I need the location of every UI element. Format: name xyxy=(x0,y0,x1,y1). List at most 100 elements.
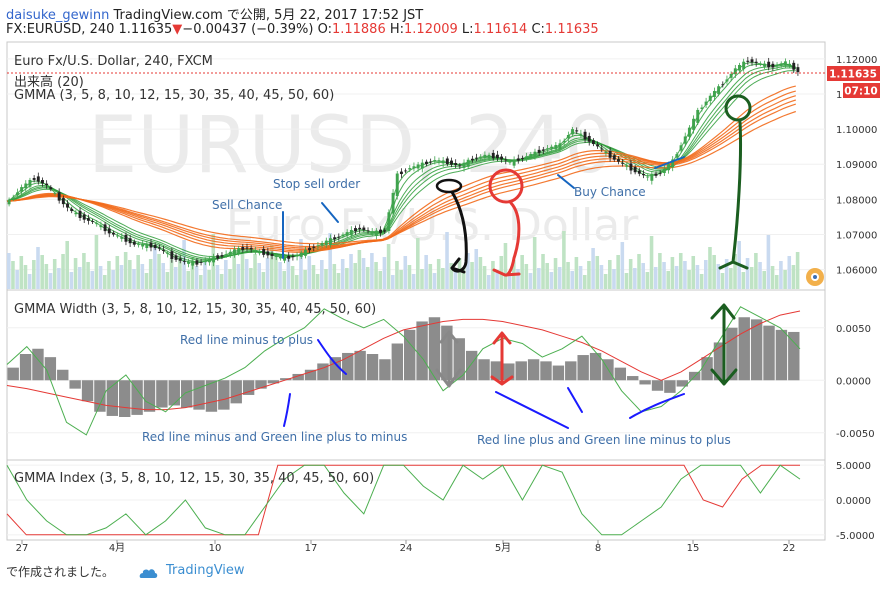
candle-body xyxy=(312,246,316,248)
candle-body xyxy=(11,197,15,199)
volume-bar xyxy=(749,267,754,289)
candle-body xyxy=(725,79,729,82)
candle-body xyxy=(399,171,403,175)
candle-body xyxy=(345,232,349,236)
candle-body xyxy=(199,262,203,263)
width-histogram-bar xyxy=(404,329,416,381)
symbol-label: FX:EURUSD, 240 xyxy=(6,22,115,37)
candle-body xyxy=(642,174,645,176)
volume-bar xyxy=(294,275,299,289)
width-histogram-bar xyxy=(441,325,453,381)
width-histogram-bar xyxy=(428,317,441,381)
volume-bar xyxy=(378,271,383,289)
last-price-badge-text: 1.11635 xyxy=(829,69,877,81)
candle-body xyxy=(600,148,604,150)
volume-bar xyxy=(82,253,86,289)
volume-bar xyxy=(107,261,111,289)
volume-bar xyxy=(123,252,128,289)
width-histogram-bar xyxy=(627,376,639,381)
width-histogram-bar xyxy=(255,380,267,389)
volume-bar xyxy=(207,270,211,289)
volume-bar xyxy=(645,272,650,289)
candle-body xyxy=(303,249,307,256)
volume-bar xyxy=(541,254,545,289)
candle-body xyxy=(529,154,533,158)
candle-body xyxy=(424,161,428,165)
buy-chance-text: Buy Chance xyxy=(574,185,646,199)
candle-body xyxy=(53,193,57,194)
volume-bar xyxy=(470,262,474,289)
buy-chance-marker-2 xyxy=(654,156,685,169)
volume-bar xyxy=(395,261,399,289)
candle-body xyxy=(166,253,170,255)
volume-bar xyxy=(148,259,153,289)
time-tick-label: 24 xyxy=(400,543,413,554)
last-price: 1.11635 xyxy=(118,22,173,37)
cloud-icon xyxy=(139,569,158,578)
volume-bar xyxy=(324,269,328,289)
candle-body xyxy=(391,192,395,214)
width-histogram-bar xyxy=(180,380,193,408)
width-histogram-bar xyxy=(589,352,602,381)
width-histogram-bar xyxy=(478,359,490,381)
volume-bar xyxy=(290,266,295,289)
volume-bar xyxy=(161,263,165,289)
width-green-line xyxy=(6,306,801,436)
volume-bar xyxy=(94,235,99,289)
volume-bar xyxy=(7,253,11,289)
width-histogram-bar xyxy=(527,359,540,381)
candle-body xyxy=(437,160,441,162)
green-circle-mark xyxy=(724,94,752,122)
width-histogram-bar xyxy=(515,361,527,381)
candle-body xyxy=(454,163,458,166)
index-tick-label: 5.0000 xyxy=(836,461,871,472)
volume-bar xyxy=(666,271,671,289)
candle-body xyxy=(700,107,704,109)
candle-body xyxy=(658,173,662,175)
volume-bar xyxy=(595,256,600,289)
candle-body xyxy=(508,161,512,163)
candle-body xyxy=(708,95,712,101)
header-line-1: daisuke_gewinn TradingView.com で公開, 5月 2… xyxy=(6,4,423,23)
volume-bar xyxy=(624,273,629,289)
candle-body xyxy=(775,65,779,67)
candle-body xyxy=(450,160,453,165)
volume-bar xyxy=(745,258,750,289)
candle-body xyxy=(646,176,650,178)
candle-body xyxy=(583,131,587,140)
candle-body xyxy=(504,159,508,161)
price-tick-label: 1.10000 xyxy=(836,125,877,136)
volume-bar xyxy=(729,268,733,289)
volume-bar xyxy=(553,258,558,289)
candle-body xyxy=(237,247,241,254)
candle-body xyxy=(683,136,687,144)
volume-bar xyxy=(23,265,28,289)
candle-body xyxy=(408,168,412,170)
candle-body xyxy=(758,63,762,65)
volume-bar xyxy=(432,273,437,289)
time-tick-label: 15 xyxy=(687,543,700,554)
volume-bar xyxy=(69,272,74,289)
author-link[interactable]: daisuke_gewinn xyxy=(6,8,110,23)
sell-chance-text: Sell Chance xyxy=(212,198,283,212)
tradingview-brand-link[interactable]: TradingView xyxy=(166,563,245,578)
volume-bar xyxy=(73,258,78,289)
gear-icon[interactable] xyxy=(806,268,824,286)
volume-bar xyxy=(340,259,345,289)
width-histogram-bar xyxy=(490,361,503,381)
candle-body xyxy=(483,154,487,158)
candle-body xyxy=(679,145,683,151)
width-histogram-bar xyxy=(565,361,577,381)
width-histogram-bar xyxy=(44,357,57,381)
volume-bar xyxy=(311,265,316,289)
last-price-badge-bg xyxy=(827,66,880,81)
candle-body xyxy=(103,224,107,232)
candle-body xyxy=(111,232,115,235)
width-histogram-bar xyxy=(465,350,478,381)
volume-bar xyxy=(194,266,199,289)
candle-body xyxy=(525,156,529,158)
candle-body xyxy=(324,240,328,246)
volume-bar xyxy=(445,232,449,289)
candle-body xyxy=(796,67,800,73)
